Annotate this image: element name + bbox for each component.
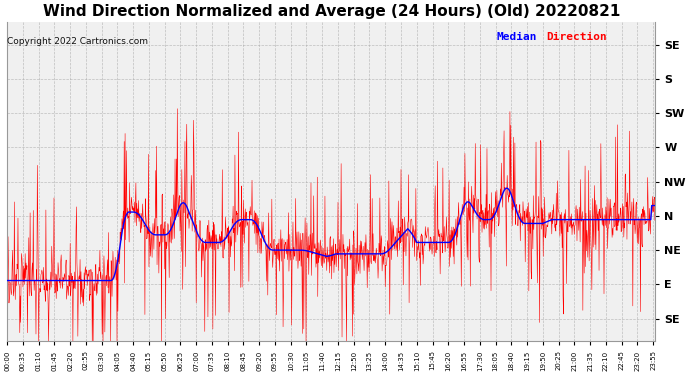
Text: Copyright 2022 Cartronics.com: Copyright 2022 Cartronics.com [7, 38, 148, 46]
Text: Median: Median [497, 32, 538, 42]
Title: Wind Direction Normalized and Average (24 Hours) (Old) 20220821: Wind Direction Normalized and Average (2… [43, 4, 620, 19]
Text: Direction: Direction [546, 32, 607, 42]
